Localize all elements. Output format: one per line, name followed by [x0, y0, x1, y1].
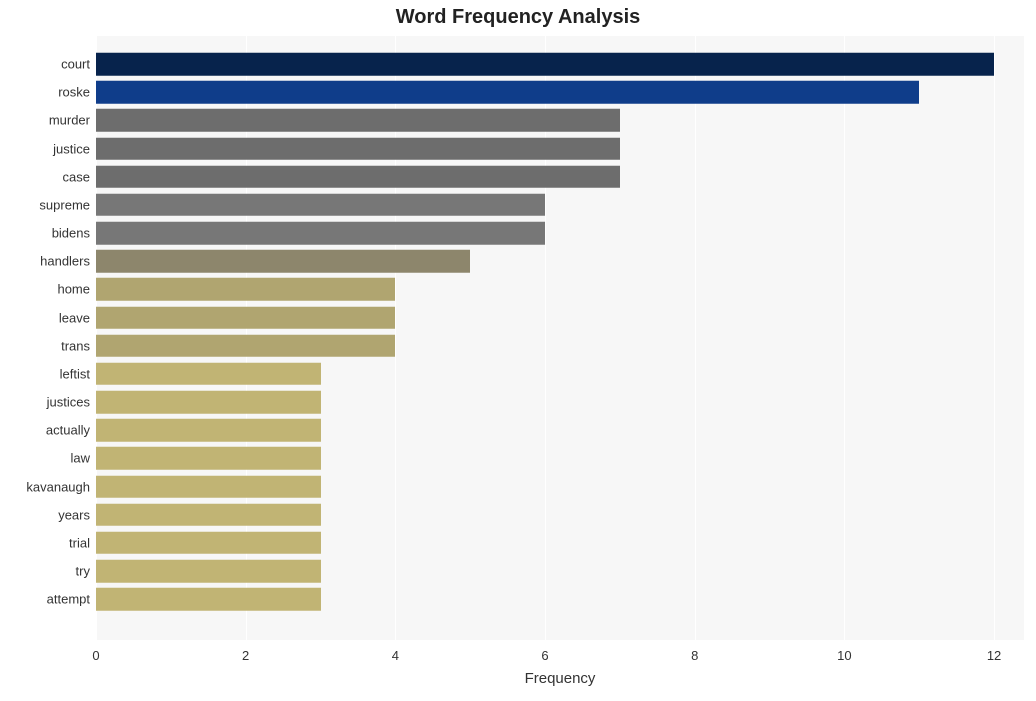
bar — [96, 588, 321, 611]
bar-row — [96, 219, 1024, 247]
y-tick-label: trans — [61, 338, 90, 353]
y-tick-label: home — [57, 282, 90, 297]
bar — [96, 447, 321, 470]
bar-row — [96, 78, 1024, 106]
bar-row — [96, 360, 1024, 388]
bar-row — [96, 444, 1024, 472]
x-tick-label: 0 — [92, 648, 99, 663]
bar-row — [96, 106, 1024, 134]
bar — [96, 278, 395, 301]
bar — [96, 250, 470, 273]
y-tick-label: roske — [58, 85, 90, 100]
y-tick-label: attempt — [47, 592, 90, 607]
bar — [96, 391, 321, 414]
y-tick-label: case — [63, 169, 90, 184]
bar — [96, 419, 321, 442]
y-tick-label: leave — [59, 310, 90, 325]
y-tick-label: years — [58, 507, 90, 522]
bar — [96, 363, 321, 386]
x-axis-title: Frequency — [525, 670, 596, 687]
bar — [96, 503, 321, 526]
y-tick-label: supreme — [39, 197, 90, 212]
bar-row — [96, 275, 1024, 303]
bar-row — [96, 191, 1024, 219]
y-tick-label: justice — [53, 141, 90, 156]
bar-row — [96, 529, 1024, 557]
chart-title: Word Frequency Analysis — [0, 6, 1036, 29]
row-band — [96, 613, 1024, 640]
bar — [96, 334, 395, 357]
bar-row — [96, 501, 1024, 529]
x-tick-label: 6 — [541, 648, 548, 663]
bar — [96, 222, 545, 245]
y-tick-label: bidens — [52, 226, 90, 241]
y-tick-label: law — [70, 451, 90, 466]
x-tick-label: 12 — [987, 648, 1001, 663]
bar — [96, 53, 994, 76]
bar-row — [96, 557, 1024, 585]
x-tick-label: 2 — [242, 648, 249, 663]
bar — [96, 560, 321, 583]
bar — [96, 109, 620, 132]
row-band — [96, 36, 1024, 50]
y-tick-label: justices — [47, 395, 90, 410]
bar — [96, 306, 395, 329]
y-tick-label: leftist — [60, 366, 90, 381]
word-frequency-chart: Word Frequency Analysis Frequency 0 2 4 6 8 1… — [0, 0, 1036, 701]
bar-row — [96, 135, 1024, 163]
bar — [96, 166, 620, 189]
y-tick-label: actually — [46, 423, 90, 438]
x-tick-label: 10 — [837, 648, 851, 663]
y-tick-label: court — [61, 57, 90, 72]
bar — [96, 475, 321, 498]
y-tick-label: try — [76, 564, 90, 579]
y-tick-label: kavanaugh — [26, 479, 90, 494]
plot-area — [96, 36, 1024, 640]
bar-row — [96, 50, 1024, 78]
bar-row — [96, 304, 1024, 332]
x-tick-label: 4 — [392, 648, 399, 663]
bar — [96, 194, 545, 217]
bar-row — [96, 472, 1024, 500]
y-tick-label: handlers — [40, 254, 90, 269]
bar — [96, 532, 321, 555]
y-tick-label: trial — [69, 535, 90, 550]
bar — [96, 137, 620, 160]
bar — [96, 81, 919, 104]
x-tick-label: 8 — [691, 648, 698, 663]
bar-row — [96, 163, 1024, 191]
bar-row — [96, 332, 1024, 360]
bar-row — [96, 585, 1024, 613]
bar-row — [96, 416, 1024, 444]
bar-row — [96, 388, 1024, 416]
bar-row — [96, 247, 1024, 275]
y-tick-label: murder — [49, 113, 90, 128]
